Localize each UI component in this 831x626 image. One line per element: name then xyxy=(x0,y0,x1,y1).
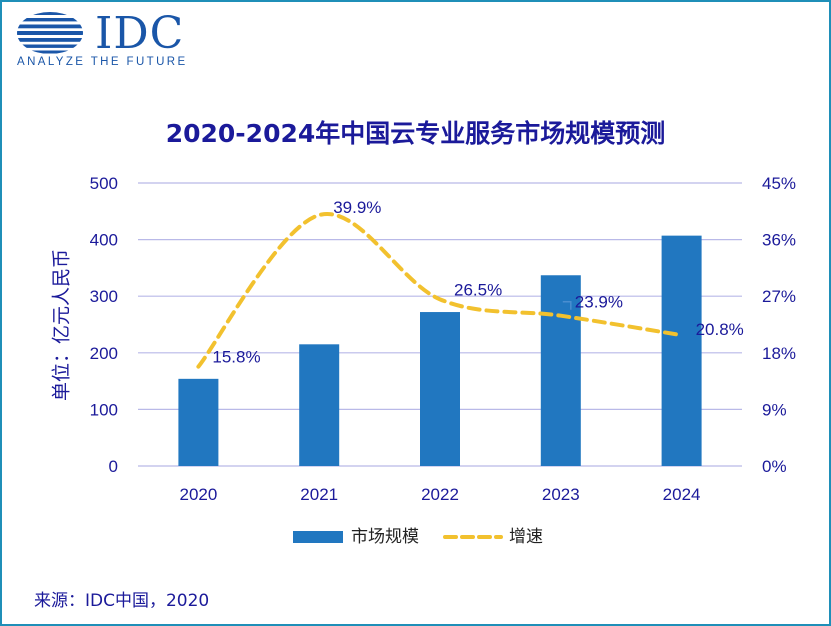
y2-tick-label: 18% xyxy=(762,344,796,363)
data-label: 39.9% xyxy=(333,198,381,217)
legend-label-growth: 增速 xyxy=(509,527,543,547)
y-tick-label: 300 xyxy=(90,287,118,306)
x-tick-label: 2024 xyxy=(663,485,701,504)
x-tick-label: 2021 xyxy=(300,485,338,504)
y2-tick-label: 0% xyxy=(762,457,787,476)
data-label: 23.9% xyxy=(575,293,623,312)
x-tick-label: 2022 xyxy=(421,485,459,504)
x-tick-label: 2023 xyxy=(542,485,580,504)
legend-item-growth: 增速 xyxy=(443,525,543,549)
bar xyxy=(178,378,219,466)
logo-tagline: ANALYZE THE FUTURE xyxy=(17,56,188,68)
legend-item-market: 市场规模 xyxy=(293,525,419,549)
y-tick-label: 500 xyxy=(90,174,118,193)
label-leader xyxy=(562,300,572,310)
source-note: 来源：IDC中国，2020 xyxy=(34,591,210,611)
bar xyxy=(420,312,460,466)
y-tick-label: 100 xyxy=(90,400,118,419)
data-label: 20.8% xyxy=(696,320,744,339)
y2-tick-label: 9% xyxy=(762,400,787,419)
y-tick-label: 0 xyxy=(109,457,118,476)
legend-label-market: 市场规模 xyxy=(351,527,419,547)
y2-tick-label: 36% xyxy=(762,231,796,250)
data-label: 15.8% xyxy=(212,348,260,367)
logo-wordmark: IDC xyxy=(95,8,185,59)
bar xyxy=(540,275,581,466)
legend-dash-swatch xyxy=(443,535,503,539)
y2-tick-label: 27% xyxy=(762,287,796,306)
data-label: 26.5% xyxy=(454,280,502,299)
striped-globe-icon xyxy=(17,12,83,54)
bar xyxy=(299,344,340,466)
growth-line xyxy=(196,212,684,369)
bar xyxy=(661,235,702,466)
legend-bar-swatch xyxy=(293,531,343,543)
y2-tick-label: 45% xyxy=(762,174,796,193)
x-tick-label: 2020 xyxy=(179,485,217,504)
chart-title: 2020-2024年中国云专业服务市场规模预测 xyxy=(165,119,666,148)
idc-logo: IDC ANALYZE THE FUTURE xyxy=(14,10,204,72)
y-tick-label: 400 xyxy=(90,231,118,250)
y-tick-label: 200 xyxy=(90,344,118,363)
